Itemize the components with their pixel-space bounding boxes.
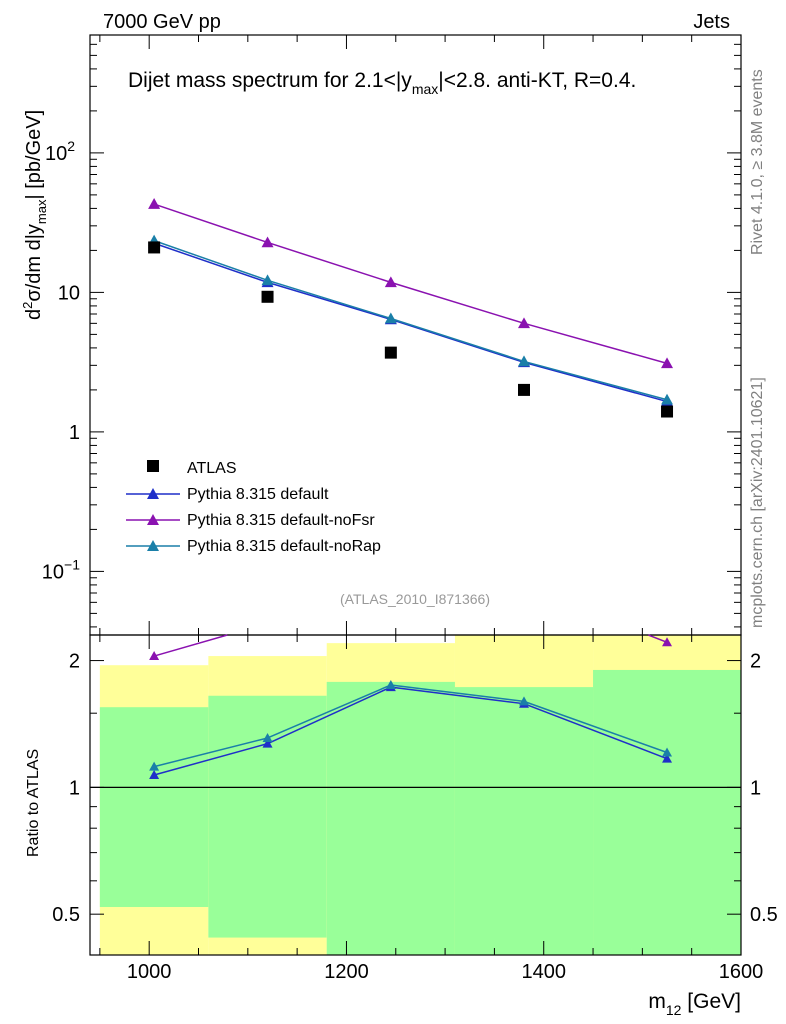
ratio-point-0: [149, 769, 160, 779]
series-line-1: [153, 203, 668, 365]
legend-label-norap: Pythia 8.315 default-noRap: [187, 538, 381, 555]
y-tick-label: 102: [45, 138, 75, 165]
legend-marker-atlas: [147, 460, 159, 472]
ratio-line-2: [267, 684, 392, 739]
ratio-point-2: [385, 679, 396, 689]
atlas-point: [261, 290, 274, 303]
process-label: Jets: [693, 11, 730, 33]
green-band-2: [326, 681, 455, 955]
atlas-point: [384, 346, 397, 359]
y-tick-label: 1: [69, 422, 80, 444]
green-band-0: [99, 707, 209, 908]
uncertainty-bands: [99, 635, 741, 955]
x-tick-label: 1400: [521, 961, 566, 983]
ratio-line-1: [648, 634, 668, 644]
ratio-line-0: [390, 686, 525, 705]
series-point-2: [518, 355, 530, 367]
legend-marker-nofsr: [147, 514, 159, 525]
ratio-line-1: [153, 634, 228, 657]
ratio-tick-label-left: 1: [69, 777, 80, 799]
y-tick-label: 10: [58, 282, 80, 304]
ratio-tick-label-right: 0.5: [750, 904, 778, 926]
ratio-point-1: [149, 651, 160, 661]
ratio-tick-label-right: 1: [750, 777, 761, 799]
plot-title: Dijet mass spectrum for 2.1<|ymax|<2.8. …: [128, 69, 636, 97]
series-point-1: [261, 236, 274, 248]
atlas-point: [661, 405, 674, 418]
legend: ATLAS Pythia 8.315 default Pythia 8.315 …: [126, 460, 381, 555]
y-axis-label: d2σ/dm d|ymax| [pb/GeV]: [20, 110, 49, 320]
ratio-point-0: [262, 738, 273, 748]
ratio-line-2: [153, 737, 268, 768]
series-line-2: [153, 239, 668, 401]
main-series: [148, 198, 674, 407]
series-point-1: [148, 198, 161, 209]
legend-marker-default: [147, 488, 159, 499]
mcplots-source-label: mcplots.cern.ch [arXiv:2401.10621]: [749, 377, 766, 628]
x-tick-label: 1200: [324, 961, 369, 983]
atlas-point: [148, 241, 161, 254]
ratio-point-1: [662, 637, 673, 647]
rivet-version-label: Rivet 4.1.0, ≥ 3.8M events: [749, 69, 766, 255]
ratio-line-0: [267, 686, 392, 745]
ratio-series: [149, 634, 673, 779]
ratio-plot-frame: [89, 634, 742, 956]
green-band-3: [454, 687, 594, 955]
legend-label-atlas: ATLAS: [187, 460, 237, 477]
legend-label-nofsr: Pythia 8.315 default-noFsr: [187, 512, 375, 529]
ratio-point-0: [662, 753, 673, 763]
ratio-point-2: [519, 696, 529, 706]
ratio-tick-label-left: 2: [69, 651, 80, 673]
legend-label-default: Pythia 8.315 default: [187, 486, 329, 503]
ratio-line-2: [390, 684, 525, 703]
ratio-tick-label-right: 2: [750, 651, 761, 673]
ratio-point-2: [662, 747, 673, 757]
x-tick-label: 1000: [127, 961, 172, 983]
series-point-1: [661, 357, 674, 369]
legend-marker-norap: [147, 540, 159, 551]
ratio-line-2: [523, 700, 668, 754]
green-band-4: [593, 669, 741, 955]
series-point-1: [384, 276, 397, 288]
ratio-tick-label-left: 0.5: [52, 904, 80, 926]
x-tick-label: 1600: [719, 961, 764, 983]
atlas-point: [518, 383, 530, 396]
series-point-2: [261, 274, 274, 286]
x-axis-label: m12 [GeV]: [648, 990, 741, 1018]
ratio-line-0: [523, 702, 668, 760]
energy-label: 7000 GeV pp: [103, 11, 221, 33]
axis-ticks: [90, 34, 742, 956]
ratio-point-2: [262, 732, 273, 742]
axis-tick-labels: 1000 1200 1400 1600 10−1 1 10 102 0.5 0.5 1 1 2 2: [42, 138, 778, 983]
ratio-point-2: [149, 761, 160, 771]
series-point-2: [384, 312, 397, 324]
ratio-axis-label: Ratio to ATLAS: [25, 749, 42, 857]
ratio-line-0: [153, 742, 268, 776]
series-point-2: [661, 393, 674, 405]
analysis-tag: (ATLAS_2010_I871366): [340, 591, 490, 607]
atlas-data-points: [148, 241, 674, 418]
y-tick-label: 10−1: [42, 556, 80, 583]
green-band-1: [208, 695, 327, 938]
series-point-1: [518, 317, 530, 329]
